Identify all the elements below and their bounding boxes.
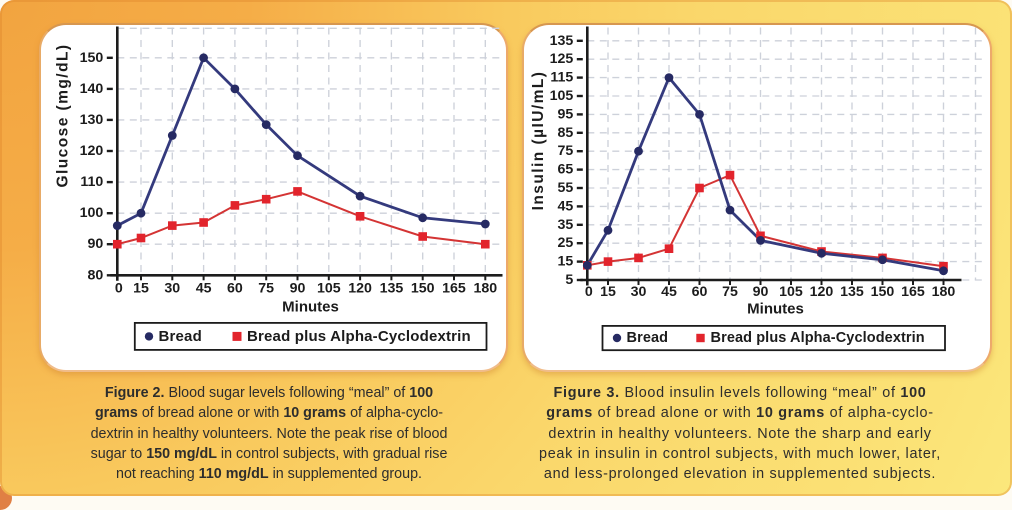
svg-text:15: 15: [133, 280, 149, 296]
svg-text:120: 120: [348, 280, 372, 296]
svg-text:135: 135: [379, 280, 403, 296]
svg-text:95: 95: [557, 106, 573, 122]
svg-text:120: 120: [79, 143, 103, 159]
svg-text:100: 100: [79, 205, 103, 221]
svg-text:Minutes: Minutes: [747, 300, 804, 317]
svg-text:115: 115: [550, 69, 573, 85]
svg-text:25: 25: [557, 235, 573, 251]
svg-text:55: 55: [557, 180, 573, 196]
svg-text:0: 0: [114, 280, 122, 296]
svg-text:150: 150: [410, 280, 434, 296]
svg-text:90: 90: [752, 284, 768, 300]
svg-text:135: 135: [549, 32, 573, 48]
svg-text:Glucose (mg/dL): Glucose (mg/dL): [54, 43, 71, 187]
svg-text:Minutes: Minutes: [282, 298, 339, 315]
svg-text:165: 165: [442, 280, 466, 296]
svg-text:85: 85: [557, 124, 573, 140]
svg-text:165: 165: [901, 284, 925, 300]
svg-text:15: 15: [600, 284, 616, 300]
svg-text:5: 5: [565, 272, 573, 288]
svg-text:90: 90: [87, 236, 103, 252]
svg-text:45: 45: [661, 284, 677, 300]
svg-text:105: 105: [549, 88, 573, 104]
svg-text:125: 125: [549, 51, 573, 67]
svg-text:Bread: Bread: [626, 330, 668, 346]
svg-text:30: 30: [164, 280, 180, 296]
svg-text:80: 80: [87, 267, 103, 283]
svg-text:Bread: Bread: [158, 327, 201, 344]
svg-text:150: 150: [870, 284, 894, 300]
svg-text:75: 75: [722, 284, 738, 300]
svg-text:45: 45: [195, 280, 211, 296]
svg-text:105: 105: [316, 280, 340, 296]
svg-text:110: 110: [80, 174, 103, 190]
svg-text:135: 135: [840, 284, 864, 300]
svg-text:45: 45: [557, 198, 573, 214]
svg-text:Insulin (µIU/mL): Insulin (µIU/mL): [530, 70, 547, 210]
svg-text:Bread plus Alpha-Cyclodextrin: Bread plus Alpha-Cyclodextrin: [710, 330, 924, 346]
svg-text:105: 105: [779, 284, 803, 300]
svg-text:65: 65: [557, 161, 573, 177]
svg-text:Bread plus Alpha-Cyclodextrin: Bread plus Alpha-Cyclodextrin: [247, 327, 471, 344]
svg-text:30: 30: [630, 284, 646, 300]
svg-text:140: 140: [79, 80, 103, 96]
svg-text:180: 180: [473, 280, 497, 296]
svg-text:130: 130: [79, 111, 103, 127]
svg-text:0: 0: [584, 284, 592, 300]
svg-text:75: 75: [557, 143, 573, 159]
svg-text:180: 180: [931, 284, 955, 300]
svg-text:35: 35: [557, 216, 573, 232]
svg-text:15: 15: [557, 253, 573, 269]
svg-text:60: 60: [691, 284, 707, 300]
svg-text:60: 60: [227, 280, 243, 296]
svg-text:120: 120: [809, 284, 833, 300]
svg-text:90: 90: [289, 280, 305, 296]
svg-text:150: 150: [79, 49, 103, 65]
svg-text:75: 75: [258, 280, 274, 296]
